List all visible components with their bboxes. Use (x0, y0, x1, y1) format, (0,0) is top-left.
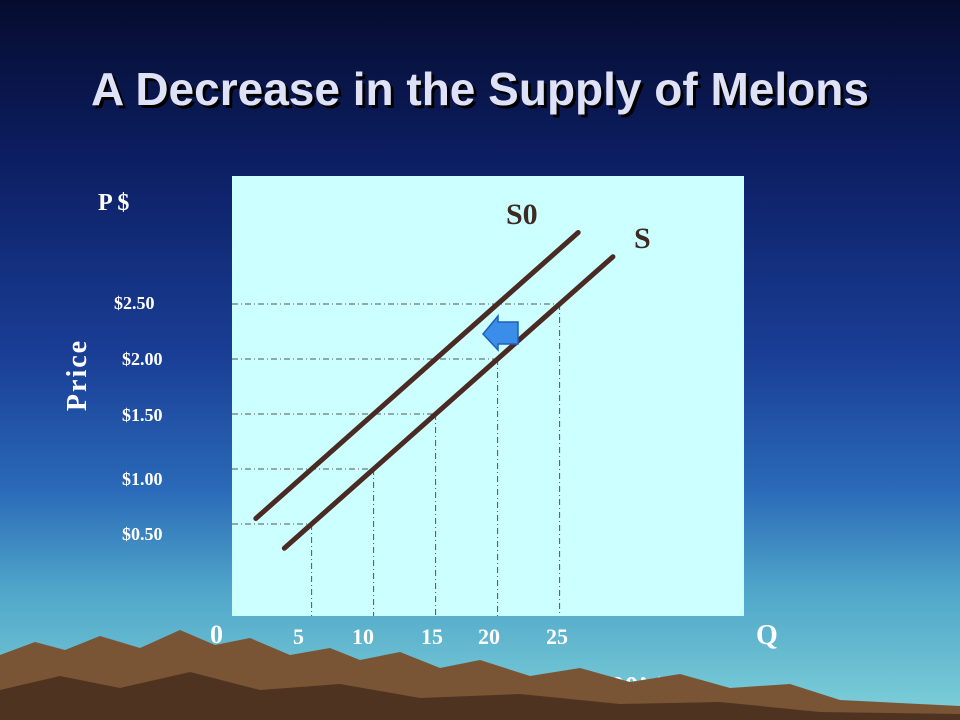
slide-title: A Decrease in the Supply of Melons (91, 63, 869, 115)
x-tick-label: 15 (421, 624, 443, 649)
y-tick-label: $0.50 (122, 524, 163, 544)
series-label-s0: S0 (506, 198, 538, 231)
x-tick-label: 20 (478, 624, 500, 649)
x-axis-end-label: Q (756, 620, 778, 651)
y-axis-top-label: P $ (98, 190, 130, 216)
origin-label: 0 (210, 620, 223, 649)
supply-curve-s (281, 254, 616, 551)
shift-arrow (481, 313, 519, 352)
plot-area (232, 176, 744, 616)
x-tick-label: 5 (293, 624, 304, 649)
y-tick-label: $2.00 (122, 349, 163, 369)
series-label-s: S (634, 222, 651, 255)
y-tick-label: $2.50 (114, 293, 155, 313)
y-tick-label: $1.00 (122, 469, 163, 489)
x-tick-label: 10 (352, 624, 374, 649)
supply-curve-s0 (253, 230, 581, 521)
mountain-shadow (0, 672, 960, 720)
x-tick-label: 25 (546, 624, 568, 649)
y-tick-label: $1.50 (122, 405, 163, 425)
